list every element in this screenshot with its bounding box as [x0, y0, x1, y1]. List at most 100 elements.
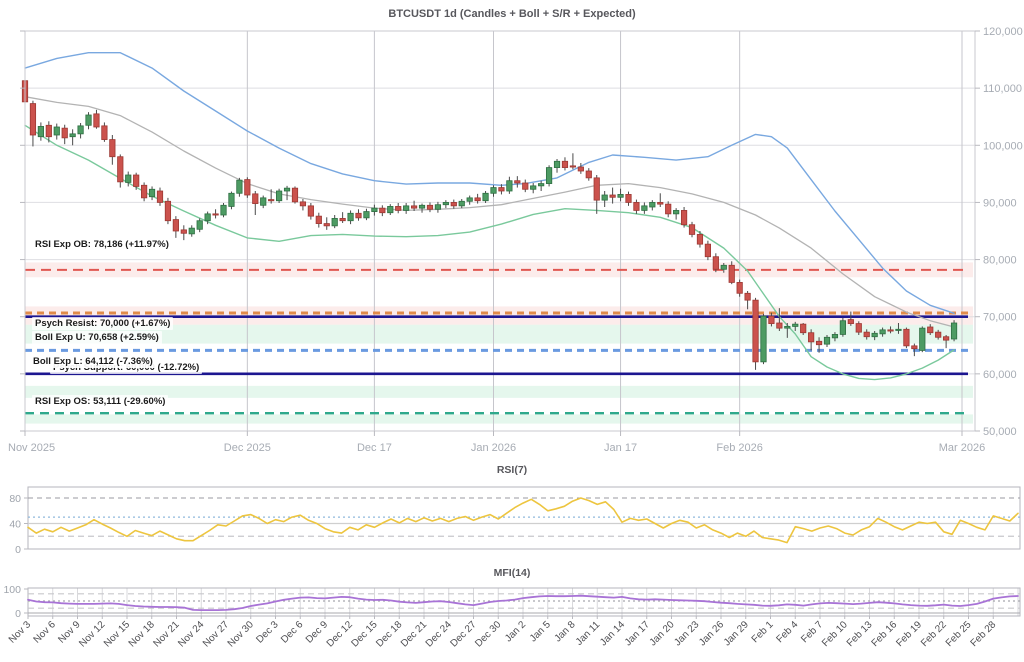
candle-down [426, 204, 434, 210]
price-axis-label: 50,000 [983, 426, 1017, 438]
candle-up [553, 160, 561, 168]
label-rsi-exp-ob: RSI Exp OB: 78,186 (+11.97%) [32, 238, 172, 251]
date-axis-label: Jan 17 [604, 442, 637, 454]
candle-down [172, 219, 179, 232]
candle-up [466, 197, 473, 202]
candle-down [514, 180, 521, 184]
candle-up [831, 334, 839, 339]
candle-down [252, 193, 259, 204]
mfi-date-label: Feb 25 [944, 619, 974, 649]
candle-up [720, 264, 727, 270]
candle-down [688, 224, 696, 235]
mfi-date-label: Nov 3 [7, 619, 34, 646]
candle-up [204, 213, 211, 222]
candle-down [736, 282, 743, 294]
sr-zones-layer [25, 262, 973, 424]
candle-up [37, 126, 44, 138]
mfi-date-label: Jan 29 [722, 619, 751, 648]
mfi-date-label: Dec 18 [374, 619, 404, 649]
mfi-date-label: Nov 12 [77, 619, 107, 649]
candle-down [156, 190, 164, 203]
candle-down [943, 336, 950, 341]
date-axis-label: Dec 17 [357, 442, 392, 454]
date-axis-label: Jan 2026 [471, 442, 516, 454]
label-boll-exp-l: Boll Exp L: 64,112 (-7.36%) [30, 355, 156, 368]
mfi-axis-label: 100 [3, 584, 21, 596]
candle-up [188, 227, 195, 235]
mfi-date-label: Feb 19 [894, 619, 924, 649]
mfi-date-label: Dec 30 [473, 619, 503, 649]
candle-down [911, 345, 918, 350]
candle-down [323, 223, 330, 227]
mfi-date-label: Jan 5 [528, 619, 553, 644]
label-psych-resist: Psych Resist: 70,000 (+1.67%) [32, 317, 174, 330]
mfi-date-label: Jan 20 [648, 619, 677, 648]
candle-up [363, 211, 370, 219]
mfi-date-label: Dec 21 [399, 619, 429, 649]
candle-up [196, 220, 203, 230]
candle-down [61, 127, 68, 139]
candle-up [919, 327, 926, 351]
candle-down [625, 194, 632, 203]
candle-up [784, 326, 791, 329]
mfi-date-label: Jan 26 [697, 619, 726, 648]
candle-up [283, 187, 291, 192]
candle-up [760, 315, 767, 363]
candle-down [712, 256, 719, 270]
candle-down [577, 166, 584, 172]
candle-down [855, 323, 862, 333]
mfi-date-label: Nov 24 [176, 619, 206, 649]
candle-up [673, 210, 680, 215]
candle-up [220, 204, 227, 216]
sr-zone [25, 385, 973, 398]
candle-down [291, 187, 299, 203]
candle-up [538, 183, 545, 187]
mfi-date-label: Nov 18 [127, 619, 157, 649]
candle-down [522, 182, 529, 190]
candle-up [236, 179, 243, 194]
rsi-panel-title: RSI(7) [496, 464, 528, 476]
candle-down [212, 213, 219, 216]
candle-down [498, 187, 505, 192]
price-axis-label: 70,000 [983, 312, 1017, 324]
candle-down [299, 201, 307, 207]
candle-down [903, 328, 910, 347]
candle-down [569, 165, 577, 168]
candle-down [133, 174, 140, 187]
candle-down [680, 210, 688, 226]
candle-up [839, 320, 846, 335]
candle-down [927, 326, 934, 334]
candle-up [418, 204, 426, 209]
candle-down [379, 207, 386, 214]
mfi-date-label: Dec 15 [349, 619, 379, 649]
candle-down [863, 331, 870, 338]
candle-up [85, 114, 92, 126]
candle-up [490, 187, 497, 194]
price-axis-label: 110,000 [983, 83, 1022, 95]
price-axis-label: 80,000 [983, 255, 1017, 267]
rsi-axis-label: 0 [15, 544, 21, 556]
candle-up [148, 188, 156, 198]
candle-down [29, 103, 37, 136]
mfi-date-label: Nov 6 [32, 619, 59, 646]
candle-down [395, 206, 402, 211]
rsi-line [27, 497, 1019, 544]
candle-down [585, 170, 592, 179]
candle-up [617, 194, 624, 198]
mfi-date-label: Feb 22 [919, 619, 949, 649]
candle-down [609, 194, 616, 198]
main-chart-title: BTCUSDT 1d (Candles + Boll + S/R + Expec… [388, 8, 636, 20]
sr-zone [25, 324, 973, 344]
price-axis-label: 60,000 [983, 369, 1017, 381]
mfi-date-label: Nov 30 [226, 619, 256, 649]
mfi-date-label: Dec 6 [279, 619, 306, 646]
candle-up [506, 180, 513, 192]
date-axis-label: Nov 2025 [8, 442, 55, 454]
candle-down [180, 229, 187, 234]
candle-up [545, 167, 553, 184]
mfi-date-label: Feb 28 [969, 619, 999, 649]
candle-up [69, 133, 76, 138]
date-axis-label: Feb 2026 [716, 442, 762, 454]
candle-up [434, 204, 442, 210]
candle-down [935, 331, 942, 338]
